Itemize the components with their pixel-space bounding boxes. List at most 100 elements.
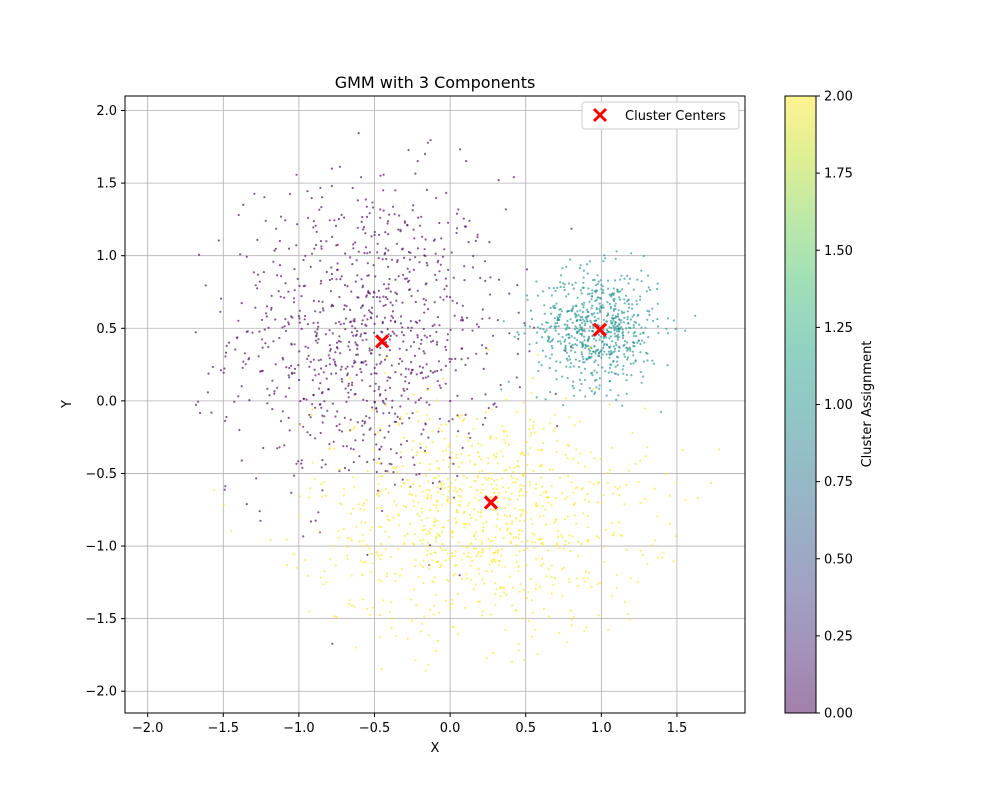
scatter-point	[377, 289, 380, 292]
scatter-point	[387, 283, 390, 286]
scatter-point	[611, 594, 614, 598]
scatter-point	[631, 303, 634, 306]
scatter-point	[455, 456, 458, 459]
scatter-point	[475, 555, 478, 558]
scatter-point	[526, 540, 529, 543]
scatter-point	[430, 494, 433, 497]
scatter-point	[388, 213, 391, 216]
scatter-point	[310, 197, 313, 200]
scatter-point	[454, 369, 457, 372]
scatter-point	[550, 504, 553, 507]
scatter-point	[304, 254, 307, 257]
scatter-point	[438, 480, 441, 483]
scatter-point	[399, 574, 402, 577]
scatter-point	[402, 387, 405, 390]
scatter-point	[587, 287, 590, 290]
scatter-point	[660, 410, 663, 413]
scatter-point	[513, 466, 516, 469]
scatter-point	[582, 358, 585, 361]
scatter-point	[402, 340, 405, 343]
scatter-point	[313, 368, 316, 371]
scatter-point	[420, 519, 423, 522]
scatter-point	[378, 296, 381, 299]
scatter-point	[526, 298, 529, 301]
scatter-point	[429, 528, 432, 531]
scatter-point	[590, 586, 593, 589]
scatter-point	[608, 302, 611, 306]
scatter-point	[335, 346, 339, 349]
scatter-point	[549, 340, 552, 344]
scatter-point	[390, 626, 393, 630]
scatter-point	[425, 553, 428, 557]
scatter-point	[564, 517, 567, 521]
scatter-point	[351, 325, 354, 328]
scatter-point	[349, 512, 353, 515]
scatter-point	[298, 284, 301, 287]
x-axis-ticks: −2.0 −1.5 −1.0 −0.5 0.0 0.5 1.0 1.5	[132, 713, 687, 736]
scatter-point	[536, 653, 539, 656]
scatter-point	[237, 213, 240, 217]
scatter-point	[709, 481, 713, 485]
scatter-point	[219, 369, 223, 372]
scatter-point	[524, 410, 527, 413]
scatter-point	[454, 486, 457, 489]
scatter-point	[584, 324, 587, 327]
scatter-point	[518, 590, 521, 593]
scatter-point	[640, 381, 643, 384]
scatter-point	[304, 558, 307, 562]
scatter-point	[488, 544, 491, 547]
scatter-point	[488, 241, 491, 244]
scatter-point	[416, 410, 419, 413]
scatter-point	[454, 357, 457, 360]
scatter-point	[384, 252, 387, 255]
scatter-point	[474, 538, 477, 541]
scatter-point	[248, 399, 251, 402]
scatter-point	[612, 293, 615, 297]
scatter-point	[531, 532, 534, 535]
scatter-point	[492, 487, 495, 490]
scatter-point	[270, 306, 273, 309]
scatter-point	[390, 600, 393, 604]
scatter-point	[563, 498, 567, 501]
scatter-point	[343, 416, 346, 419]
scatter-point	[629, 349, 632, 352]
scatter-point	[211, 365, 214, 369]
scatter-point	[412, 500, 415, 503]
scatter-point	[439, 263, 442, 266]
scatter-point	[324, 333, 327, 336]
scatter-point	[399, 443, 403, 446]
scatter-point	[401, 478, 404, 481]
scatter-point	[387, 249, 390, 252]
scatter-point	[463, 265, 466, 268]
scatter-point	[351, 381, 354, 384]
scatter-point	[527, 590, 530, 594]
scatter-point	[607, 628, 610, 632]
scatter-point	[623, 353, 626, 356]
scatter-point	[535, 501, 538, 505]
scatter-point	[556, 439, 559, 443]
scatter-point	[447, 268, 450, 271]
scatter-point	[436, 486, 439, 489]
scatter-point	[618, 494, 621, 497]
colorbar-gradient	[784, 95, 817, 714]
scatter-point	[540, 564, 543, 567]
scatter-point	[435, 535, 438, 538]
scatter-point	[472, 254, 475, 258]
scatter-point	[350, 574, 353, 577]
scatter-point	[330, 266, 333, 269]
scatter-point	[470, 397, 474, 400]
scatter-point	[509, 540, 512, 543]
scatter-point	[342, 445, 345, 448]
scatter-point	[371, 562, 374, 565]
scatter-point	[603, 342, 606, 345]
scatter-point	[389, 334, 392, 337]
x-tick-label: −1.0	[283, 721, 315, 736]
scatter-point	[414, 172, 417, 175]
scatter-point	[273, 390, 276, 393]
scatter-point	[625, 327, 628, 330]
scatter-point	[614, 365, 617, 368]
scatter-point	[343, 487, 346, 490]
scatter-point	[559, 342, 563, 345]
scatter-point	[439, 547, 442, 550]
scatter-point	[488, 563, 491, 566]
